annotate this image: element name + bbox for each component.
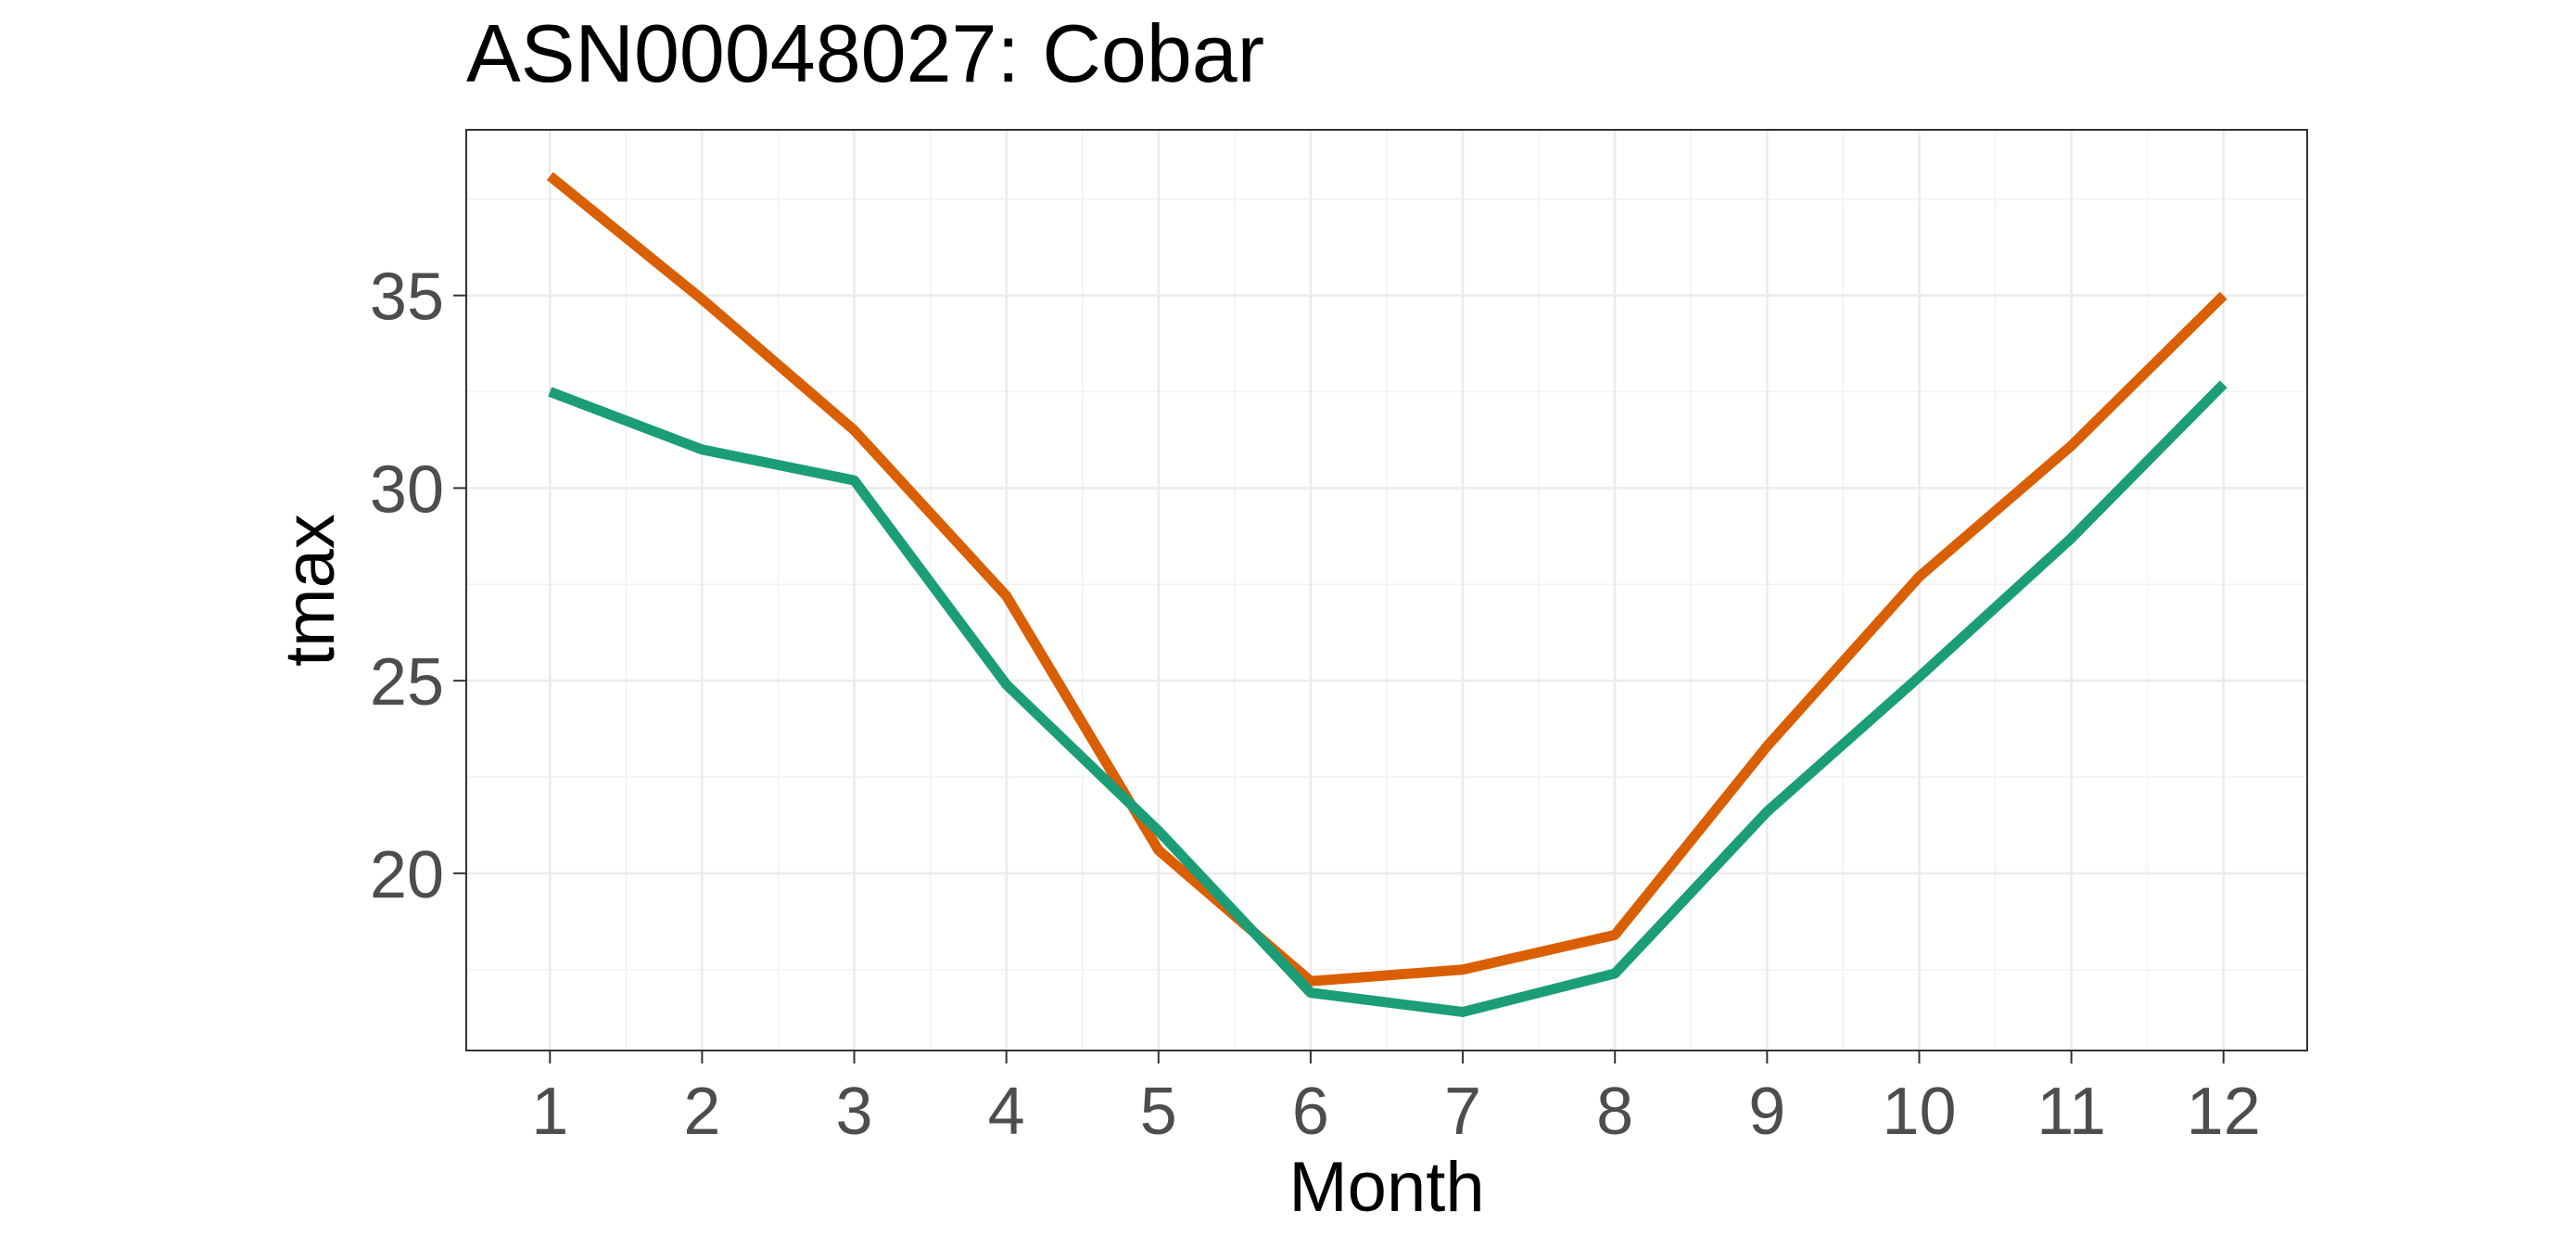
x-tick-label: 5 <box>1140 1075 1177 1149</box>
series-line-2 <box>548 380 2227 1017</box>
x-tick-label: 4 <box>988 1075 1025 1149</box>
x-tick-label: 11 <box>2037 1075 2106 1149</box>
series-lines <box>546 172 2227 1017</box>
x-tick-label: 6 <box>1292 1075 1329 1149</box>
major-gridlines <box>466 130 2307 1051</box>
x-axis: 1 2 3 4 5 6 7 8 9 10 11 12 <box>531 1051 2261 1149</box>
y-axis-label: tmax <box>271 514 349 667</box>
series-line-1 <box>546 172 2227 987</box>
y-tick-label: 30 <box>370 452 444 527</box>
y-axis: 20 25 30 35 <box>370 261 466 912</box>
y-tick-label: 35 <box>370 261 444 335</box>
x-tick-label: 7 <box>1444 1075 1481 1149</box>
x-tick-label: 9 <box>1748 1075 1785 1149</box>
chart-title: ASN00048027: Cobar <box>466 7 1264 99</box>
x-tick-label: 10 <box>1882 1075 1956 1149</box>
x-tick-label: 12 <box>2187 1075 2261 1149</box>
y-tick-label: 25 <box>370 645 444 720</box>
x-axis-label: Month <box>1288 1148 1484 1227</box>
x-tick-label: 2 <box>683 1075 720 1149</box>
y-tick-label: 20 <box>370 838 444 912</box>
x-tick-label: 1 <box>531 1075 568 1149</box>
x-tick-label: 8 <box>1596 1075 1633 1149</box>
panel-border <box>465 129 2308 1051</box>
minor-gridlines <box>466 130 2307 1051</box>
x-tick-label: 3 <box>836 1075 873 1149</box>
